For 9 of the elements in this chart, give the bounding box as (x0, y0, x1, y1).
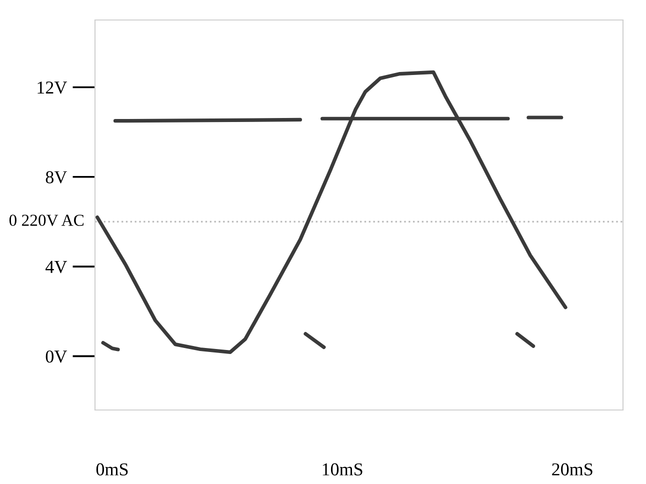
y-tick-label: 4V (46, 260, 68, 274)
y-tick-label: 0V (46, 350, 68, 363)
y-tick-label: 8V (46, 171, 68, 184)
line-series (95, 70, 568, 354)
y-tick-label: 12V (38, 82, 68, 94)
ref-line-label: 0 220V AC (9, 214, 84, 226)
x-tick-label: 20mS (552, 463, 592, 476)
x-tick-label: 0mS (96, 463, 128, 476)
x-tick-label: 10mS (322, 463, 362, 476)
